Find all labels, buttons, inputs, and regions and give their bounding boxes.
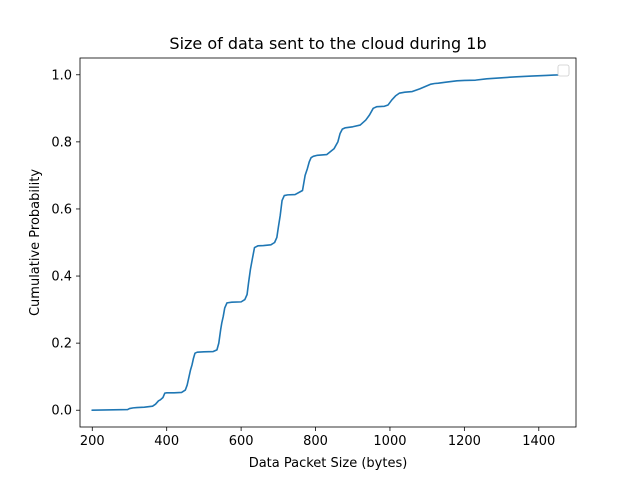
y-tick-label: 0.8 <box>51 135 72 150</box>
y-tick-label: 0.2 <box>51 337 72 352</box>
y-tick-label: 0.4 <box>51 270 72 285</box>
x-tick-label: 1200 <box>448 434 481 449</box>
x-tick-label: 800 <box>303 434 328 449</box>
x-tick-label: 600 <box>229 434 254 449</box>
x-tick-label: 400 <box>154 434 179 449</box>
y-tick-label: 1.0 <box>51 68 72 83</box>
y-axis-label: Cumulative Probability <box>28 169 43 316</box>
y-axis-ticks: 0.0 0.2 0.4 0.6 0.8 1.0 <box>51 68 80 419</box>
cdf-series-line <box>91 73 564 412</box>
y-tick-label: 0.0 <box>51 404 72 419</box>
plot-area <box>91 73 564 412</box>
x-tick-label: 1400 <box>522 434 555 449</box>
legend-box <box>557 64 570 77</box>
y-tick-label: 0.6 <box>51 202 72 217</box>
axes-frame <box>79 57 577 428</box>
x-tick-label: 200 <box>80 434 105 449</box>
x-axis-ticks: 200 400 600 800 1000 1200 1400 <box>80 427 555 449</box>
chart-title: Size of data sent to the cloud during 1b <box>169 34 486 53</box>
x-tick-label: 1000 <box>373 434 406 449</box>
x-axis-label: Data Packet Size (bytes) <box>249 456 408 471</box>
